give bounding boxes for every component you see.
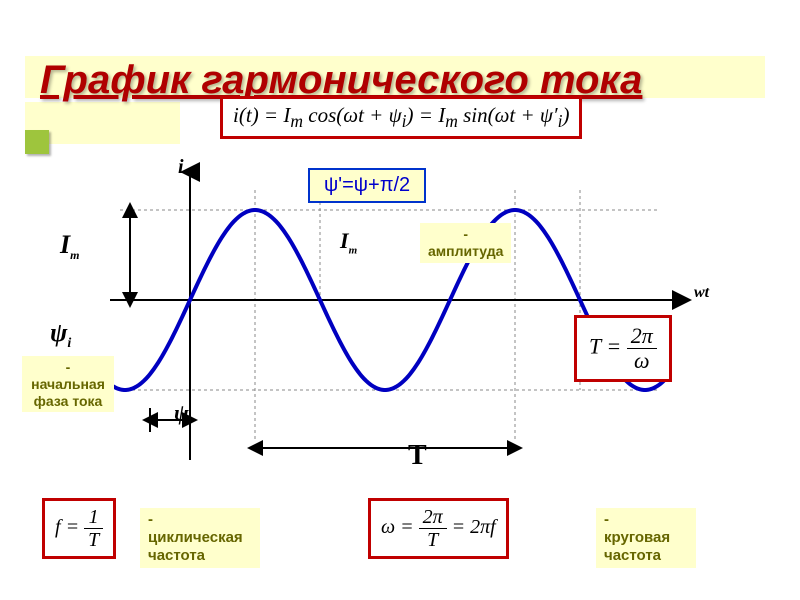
- formula-omega: ω = 2πT = 2πf: [368, 498, 509, 559]
- formula-main: i(t) = Im cos(ωt + ψi) = Im sin(ωt + ψ′i…: [220, 96, 582, 139]
- Im-label: Im: [60, 230, 79, 263]
- y-axis-label: i: [178, 156, 184, 179]
- psi-marker: ψ: [174, 400, 189, 426]
- cyclic-freq-label: -циклическаячастота: [140, 508, 260, 568]
- formula-phase-shift: ψ'=ψ+π/2: [308, 168, 426, 203]
- formula-frequency: f = 1T: [42, 498, 116, 559]
- Im-curve-label: Im: [340, 228, 357, 256]
- bullet-decor: [25, 130, 49, 154]
- formula-period: T = 2πω: [574, 315, 672, 382]
- angular-freq-label: -круговаячастота: [596, 508, 696, 568]
- x-axis-label: wt: [694, 284, 709, 302]
- amplitude-text-label: -амплитуда: [420, 223, 511, 263]
- phase-text-label: -начальнаяфаза тока: [22, 356, 114, 412]
- psi-i-label: ψi: [50, 318, 71, 352]
- T-marker: T: [408, 440, 427, 472]
